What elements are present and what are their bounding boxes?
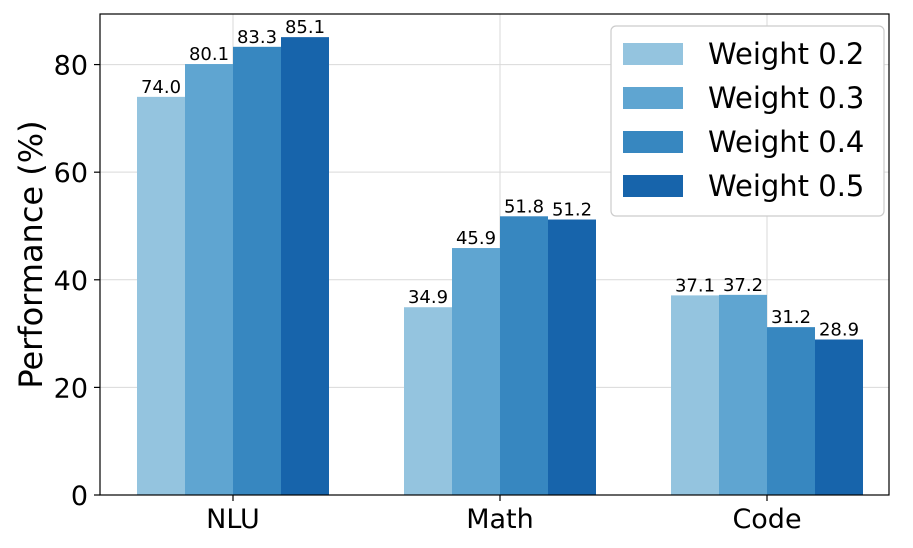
bar-value-label: 28.9 (819, 320, 859, 341)
legend-swatch (623, 175, 683, 197)
axis-ticks: 0 20 40 60 80 NLU Math Code (54, 51, 802, 535)
legend: Weight 0.2 Weight 0.3 Weight 0.4 Weight 0.5 (610, 25, 885, 217)
bar (500, 216, 548, 495)
bar (185, 64, 233, 495)
bar (767, 327, 815, 495)
bar (548, 219, 596, 496)
bar-value-label: 31.2 (771, 307, 811, 328)
y-axis-title: Performance (%) (12, 120, 50, 388)
y-tick-label: 40 (54, 266, 88, 297)
y-tick-label: 20 (54, 373, 88, 404)
bar (233, 46, 281, 495)
bar-value-label: 80.1 (189, 44, 229, 65)
legend-label: Weight 0.4 (708, 125, 864, 159)
bar (281, 37, 329, 495)
bar (719, 294, 767, 495)
x-tick-label: Code (732, 504, 801, 535)
legend-label: Weight 0.2 (708, 37, 864, 71)
bar-value-label: 74.0 (141, 77, 181, 98)
y-tick-label: 60 (54, 158, 88, 189)
y-tick-label: 80 (54, 51, 88, 82)
bar-value-label: 37.2 (723, 275, 763, 296)
legend-swatch (623, 43, 683, 65)
bar-value-labels: 74.0 34.9 37.1 80.1 45.9 37.2 83.3 51.8 31.2 85.1… (141, 17, 859, 340)
bar-value-label: 51.2 (552, 200, 592, 221)
bar (452, 248, 500, 495)
bar-value-label: 37.1 (675, 275, 715, 296)
bar-value-label: 85.1 (285, 17, 325, 38)
bar-value-label: 51.8 (504, 196, 544, 217)
x-tick-label: NLU (206, 504, 260, 535)
legend-label: Weight 0.5 (708, 169, 864, 203)
bar (815, 339, 863, 495)
legend-label: Weight 0.3 (708, 81, 864, 115)
bar-value-label: 34.9 (408, 287, 448, 308)
legend-swatch (623, 87, 683, 109)
bar (137, 96, 185, 496)
bar-value-label: 83.3 (237, 27, 277, 48)
legend-swatch (623, 131, 683, 153)
plot-frame (99, 13, 890, 496)
legend-frame (610, 25, 885, 217)
x-tick-label: Math (466, 504, 534, 535)
bar (404, 307, 452, 495)
bar (671, 295, 719, 495)
bars (137, 37, 863, 496)
y-tick-label: 0 (71, 481, 88, 512)
bar-value-label: 45.9 (456, 228, 496, 249)
